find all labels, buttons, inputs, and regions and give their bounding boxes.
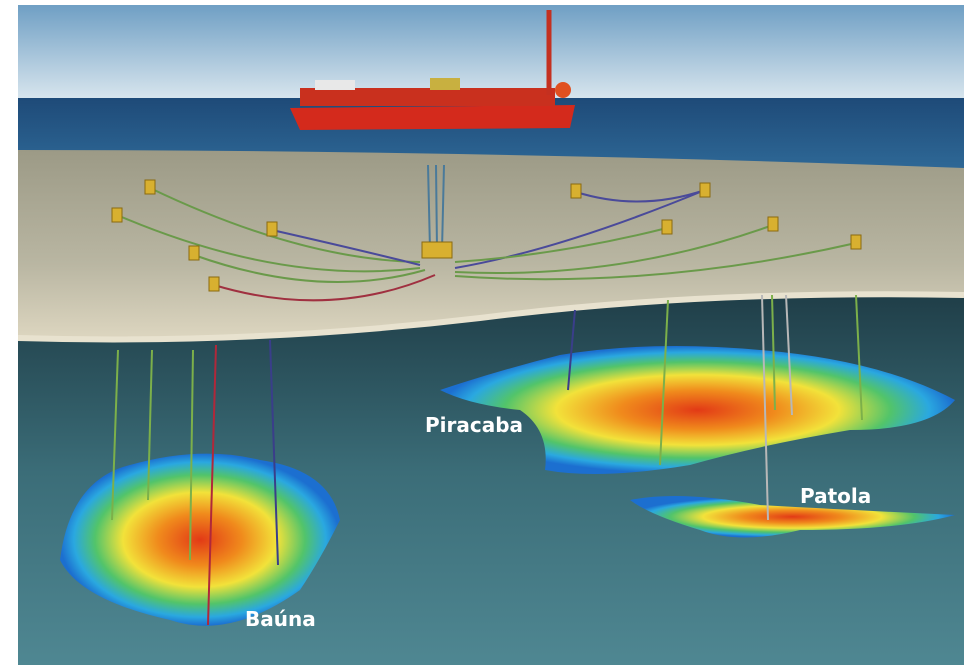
flowlines bbox=[116, 164, 857, 302]
field-label: Piracaba bbox=[425, 413, 523, 437]
seabed-edge bbox=[17, 291, 964, 343]
fpso-ship bbox=[290, 10, 575, 130]
reservoir-bauna bbox=[60, 453, 340, 626]
wells bbox=[111, 294, 863, 626]
field-label: Baúna bbox=[245, 607, 316, 631]
reservoir-patola bbox=[630, 496, 955, 538]
wellheads bbox=[111, 179, 862, 292]
field-label: Patola bbox=[800, 484, 871, 508]
seabed-layer bbox=[18, 150, 964, 340]
sky bbox=[18, 5, 964, 100]
